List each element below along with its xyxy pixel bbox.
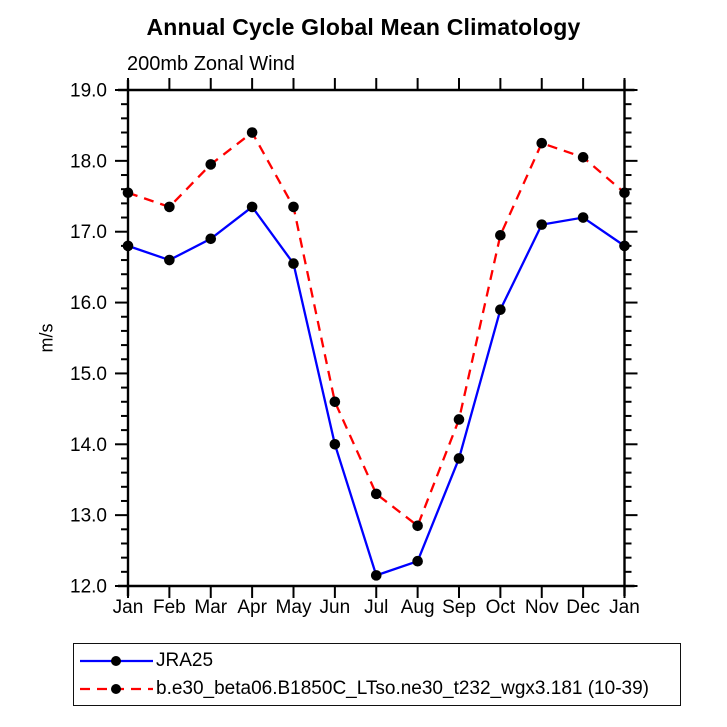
chart-subtitle: 200mb Zonal Wind <box>127 53 295 75</box>
svg-text:Apr: Apr <box>237 597 267 618</box>
legend-row: JRA25 <box>74 647 680 675</box>
svg-text:Nov: Nov <box>525 597 559 618</box>
svg-text:17.0: 17.0 <box>70 222 107 243</box>
legend-line-sample-solid <box>80 655 153 666</box>
x-ticks <box>127 78 626 598</box>
svg-text:18.0: 18.0 <box>70 151 107 172</box>
legend-row: b.e30_beta06.B1850C_LTso.ne30_t232_wgx3.… <box>74 675 680 703</box>
svg-text:Dec: Dec <box>566 597 600 618</box>
chart-title: Annual Cycle Global Mean Climatology <box>146 14 581 40</box>
svg-text:Jan: Jan <box>609 597 640 618</box>
legend-label: JRA25 <box>156 650 214 671</box>
legend-line-sample-dashed <box>80 683 153 694</box>
series-lines <box>127 130 626 577</box>
svg-text:15.0: 15.0 <box>70 364 107 385</box>
svg-text:12.0: 12.0 <box>70 577 107 598</box>
svg-text:Feb: Feb <box>153 597 186 618</box>
svg-text:Jan: Jan <box>113 597 144 618</box>
svg-text:16.0: 16.0 <box>70 293 107 314</box>
svg-text:Oct: Oct <box>486 597 516 618</box>
svg-text:Jun: Jun <box>320 597 351 618</box>
svg-text:13.0: 13.0 <box>70 506 107 527</box>
svg-text:May: May <box>276 597 312 618</box>
axis-frame <box>118 80 635 596</box>
y-ticks <box>115 89 638 587</box>
y-tick-labels: 12.0 13.0 14.0 15.0 16.0 17.0 18.0 19.0 <box>70 81 107 598</box>
svg-text:Jul: Jul <box>364 597 388 618</box>
legend-label: b.e30_beta06.B1850C_LTso.ne30_t232_wgx3.… <box>156 678 649 699</box>
svg-text:14.0: 14.0 <box>70 435 107 456</box>
svg-text:Mar: Mar <box>194 597 227 618</box>
svg-text:19.0: 19.0 <box>70 81 107 102</box>
svg-text:Aug: Aug <box>401 597 435 618</box>
plot-svg: 12.0 13.0 14.0 15.0 16.0 17.0 18.0 19.0 Jan Feb Ma… <box>70 78 640 618</box>
month-labels: Jan Feb Mar Apr May Jun Jul Aug Sep Oct Nov Dec Jan <box>113 597 640 618</box>
svg-text:Sep: Sep <box>442 597 476 618</box>
legend-box: JRA25 b.e30_beta06.B1850C_LTso.ne30_t232… <box>73 643 681 706</box>
data-point-markers <box>122 127 630 581</box>
